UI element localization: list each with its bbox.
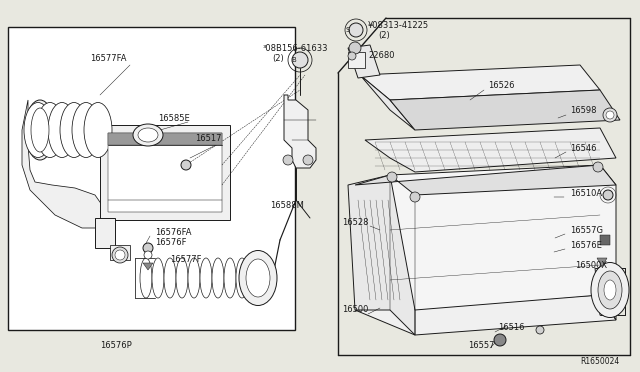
Polygon shape (110, 245, 130, 260)
Ellipse shape (138, 128, 158, 142)
Polygon shape (600, 235, 610, 245)
Ellipse shape (176, 258, 188, 298)
Polygon shape (355, 295, 616, 335)
Text: 16577FA: 16577FA (90, 54, 127, 62)
Circle shape (292, 52, 308, 68)
Text: 16576FA: 16576FA (155, 228, 191, 237)
Text: 16576P: 16576P (100, 340, 132, 350)
Ellipse shape (152, 258, 164, 298)
Polygon shape (8, 27, 295, 330)
Ellipse shape (31, 108, 49, 152)
Ellipse shape (200, 258, 212, 298)
Text: 16577F: 16577F (170, 256, 202, 264)
Polygon shape (95, 218, 115, 248)
Text: R1650024: R1650024 (580, 357, 620, 366)
Circle shape (303, 155, 313, 165)
Circle shape (606, 111, 614, 119)
Text: 16528: 16528 (342, 218, 369, 227)
Ellipse shape (60, 103, 88, 157)
Text: ³08B156-61633: ³08B156-61633 (263, 44, 328, 52)
Ellipse shape (212, 258, 224, 298)
Ellipse shape (591, 263, 629, 317)
Polygon shape (348, 175, 415, 335)
Text: 16576E: 16576E (570, 241, 602, 250)
Circle shape (593, 162, 603, 172)
Polygon shape (355, 165, 616, 195)
Polygon shape (360, 75, 415, 130)
Text: 16557G: 16557G (570, 225, 603, 234)
Ellipse shape (140, 258, 152, 298)
Text: 16576F: 16576F (155, 237, 186, 247)
Circle shape (112, 247, 128, 263)
Polygon shape (365, 128, 616, 172)
Ellipse shape (25, 100, 55, 160)
Ellipse shape (133, 124, 163, 146)
Circle shape (349, 23, 363, 37)
Circle shape (536, 326, 544, 334)
Text: 16546: 16546 (570, 144, 596, 153)
Circle shape (387, 172, 397, 182)
Ellipse shape (239, 250, 277, 305)
Polygon shape (597, 258, 607, 267)
Ellipse shape (72, 103, 100, 157)
Ellipse shape (236, 258, 248, 298)
Text: 16510A: 16510A (570, 189, 602, 198)
Text: 16585E: 16585E (158, 113, 189, 122)
Polygon shape (360, 65, 600, 100)
Circle shape (603, 108, 617, 122)
Ellipse shape (24, 103, 52, 157)
Ellipse shape (164, 258, 176, 298)
Circle shape (494, 334, 506, 346)
Ellipse shape (246, 259, 270, 297)
Ellipse shape (36, 103, 64, 157)
Ellipse shape (84, 103, 112, 157)
Text: 22680: 22680 (368, 51, 394, 60)
Polygon shape (348, 52, 365, 68)
Circle shape (143, 243, 153, 253)
Ellipse shape (224, 258, 236, 298)
Text: ¥08313-41225: ¥08313-41225 (368, 20, 429, 29)
Text: 16588M: 16588M (270, 201, 304, 209)
Text: 16526: 16526 (488, 80, 515, 90)
Ellipse shape (598, 271, 622, 309)
Text: 16500X: 16500X (575, 260, 607, 269)
Polygon shape (108, 133, 222, 145)
Circle shape (410, 192, 420, 202)
Text: (2): (2) (378, 31, 390, 39)
Ellipse shape (48, 103, 76, 157)
Ellipse shape (604, 280, 616, 300)
Text: 16557: 16557 (468, 340, 495, 350)
Circle shape (349, 42, 361, 54)
Polygon shape (390, 165, 616, 320)
Text: 16598: 16598 (570, 106, 596, 115)
Circle shape (603, 190, 613, 200)
Ellipse shape (188, 258, 200, 298)
Circle shape (181, 160, 191, 170)
Polygon shape (390, 90, 620, 130)
Polygon shape (100, 125, 230, 220)
Circle shape (283, 155, 293, 165)
Polygon shape (284, 95, 316, 168)
Text: (2): (2) (272, 54, 284, 62)
Polygon shape (348, 45, 380, 78)
Text: B: B (292, 57, 296, 63)
Text: 16500: 16500 (342, 305, 369, 314)
Circle shape (348, 52, 356, 60)
Text: S: S (346, 27, 350, 33)
Text: 16516: 16516 (498, 324, 525, 333)
Circle shape (144, 251, 152, 259)
Polygon shape (108, 133, 222, 212)
Circle shape (115, 250, 125, 260)
Polygon shape (143, 263, 153, 270)
Text: 16517: 16517 (195, 134, 221, 142)
Polygon shape (22, 100, 105, 228)
